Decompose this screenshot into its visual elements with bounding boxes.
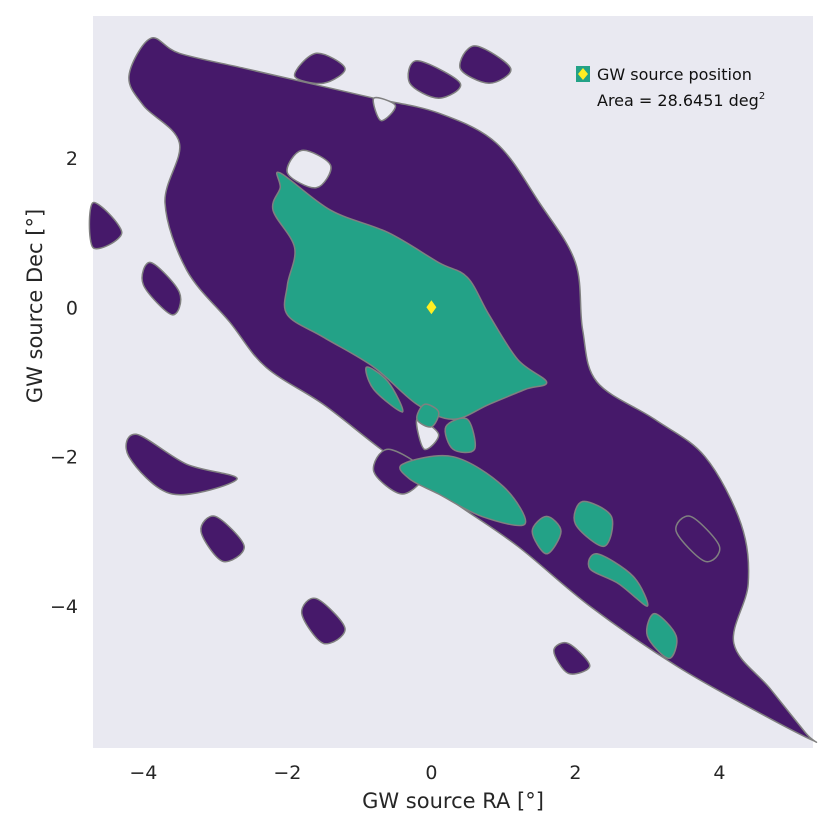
outer-contour-island <box>301 597 346 645</box>
outer-contour-island <box>407 60 462 99</box>
x-tick-label: −4 <box>129 762 157 784</box>
outer-contour-island <box>553 642 591 675</box>
y-axis-label: GW source Dec [°] <box>23 209 47 403</box>
contour-hole <box>286 149 332 189</box>
x-tick-label: 4 <box>713 762 725 784</box>
source-position-marker <box>426 300 437 315</box>
outer-contour-island <box>125 433 238 496</box>
legend-area-text: Area = 28.6451 deg2 <box>597 91 765 110</box>
inner-contour-island <box>587 553 649 607</box>
x-axis-label: GW source RA [°] <box>362 789 544 813</box>
contour-hole <box>372 96 397 122</box>
inner-contour-region <box>271 171 548 421</box>
marker-layer <box>426 300 437 315</box>
x-tick-label: −2 <box>273 762 301 784</box>
y-axis: 2 0 −2 −4 <box>50 148 78 618</box>
inner-contour-island <box>365 366 404 413</box>
legend-diamond-marker <box>578 68 588 80</box>
outer-contour-island <box>459 45 512 84</box>
outer-contour-island <box>141 261 182 316</box>
legend: GW source position Area = 28.6451 deg2 <box>576 65 765 110</box>
inner-contour-island <box>444 417 476 454</box>
x-tick-label: 0 <box>425 762 437 784</box>
legend-label: GW source position <box>597 65 752 84</box>
x-axis: −4 −2 0 2 4 <box>129 762 725 784</box>
inner-contour-island <box>416 403 440 428</box>
inner-contour-island <box>646 612 678 660</box>
outer-contour-island <box>200 515 245 563</box>
legend-area-superscript: 2 <box>759 91 765 102</box>
y-tick-label: −4 <box>50 596 78 618</box>
outer-contour-island <box>88 201 123 250</box>
y-tick-label: 2 <box>66 148 78 170</box>
legend-area-value: Area = 28.6451 deg <box>597 91 759 110</box>
outer-contour-island <box>675 515 721 563</box>
inner-contour-island <box>573 500 614 548</box>
y-tick-label: −2 <box>50 447 78 469</box>
inner-contour-island <box>399 455 527 527</box>
y-tick-label: 0 <box>66 297 78 319</box>
contour-layer <box>88 37 818 743</box>
inner-contour-island <box>531 515 562 555</box>
x-tick-label: 2 <box>569 762 581 784</box>
outer-contour-island <box>293 52 346 85</box>
